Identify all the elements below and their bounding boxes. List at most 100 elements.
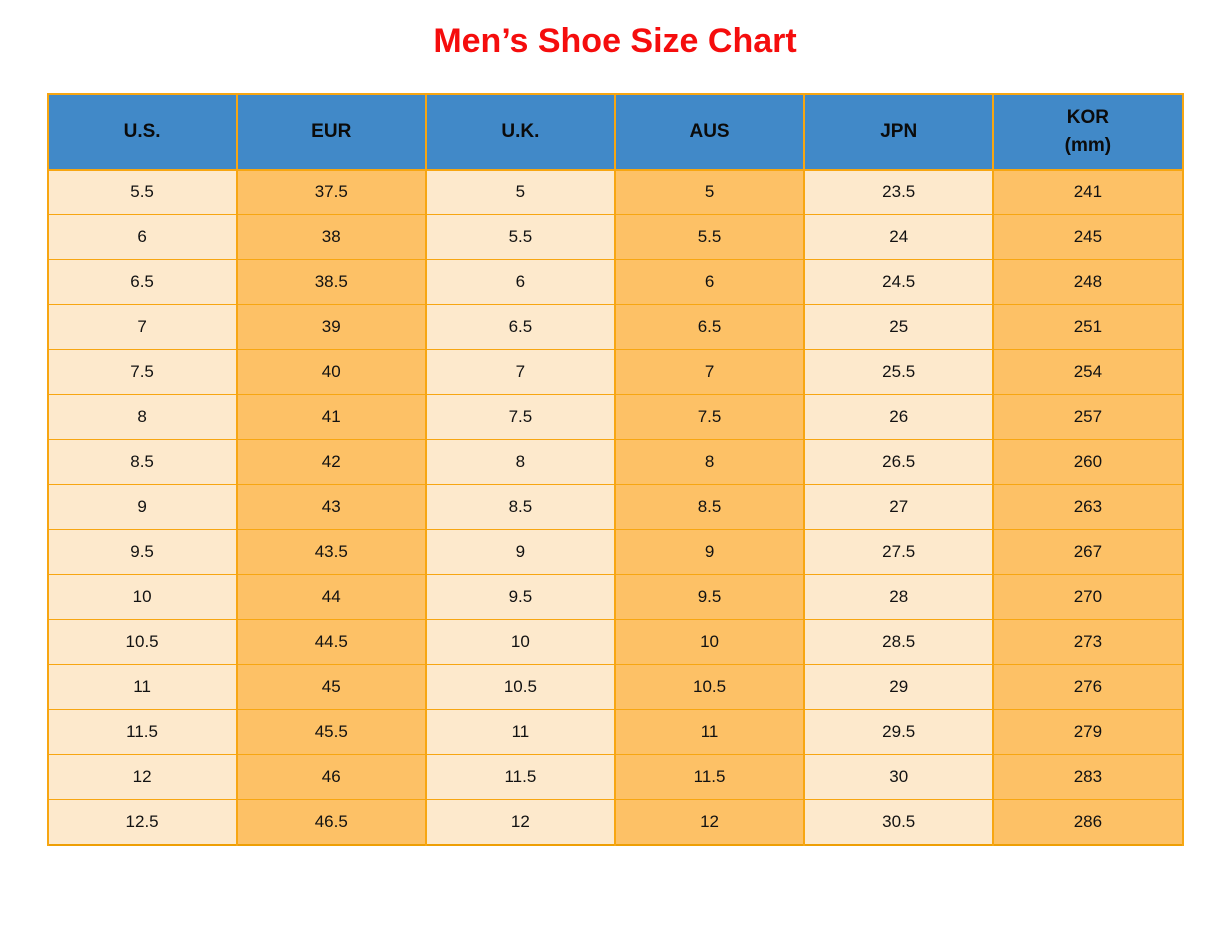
table-cell: 6.5: [46, 259, 238, 305]
table-cell: 6: [424, 259, 616, 305]
table-cell: 37.5: [235, 169, 427, 215]
table-cell: 9.5: [424, 574, 616, 620]
table-row: 12 46 11.5 11.5 30 283: [46, 754, 1184, 800]
table-cell: 11: [613, 709, 806, 755]
table-cell: 10.5: [424, 664, 616, 710]
table-cell: 25.5: [803, 349, 995, 395]
table-cell: 38.5: [235, 259, 427, 305]
table-cell: 5: [424, 169, 616, 215]
table-cell: 30.5: [803, 799, 995, 845]
table-row: 12.5 46.5 12 12 30.5 286: [46, 799, 1184, 845]
table-cell: 44: [235, 574, 427, 620]
table-cell: 38: [235, 214, 427, 260]
table-row: 6 38 5.5 5.5 24 245: [46, 214, 1184, 260]
table-row: 9 43 8.5 8.5 27 263: [46, 484, 1184, 530]
table-cell: 11: [424, 709, 616, 755]
table-cell: 11.5: [46, 709, 238, 755]
column-header: KOR (mm): [992, 92, 1184, 171]
table-cell: 6.5: [613, 304, 806, 350]
table-cell: 25: [803, 304, 995, 350]
table-cell: 245: [992, 214, 1184, 260]
table-cell: 263: [992, 484, 1184, 530]
table-cell: 11.5: [613, 754, 806, 800]
table-cell: 5: [613, 169, 806, 215]
table-cell: 42: [235, 439, 427, 485]
table-cell: 9.5: [613, 574, 806, 620]
table-cell: 260: [992, 439, 1184, 485]
table-cell: 5.5: [613, 214, 806, 260]
table-cell: 254: [992, 349, 1184, 395]
table-cell: 28: [803, 574, 995, 620]
table-cell: 27: [803, 484, 995, 530]
table-row: 8 41 7.5 7.5 26 257: [46, 394, 1184, 440]
table-cell: 267: [992, 529, 1184, 575]
table-cell: 10.5: [46, 619, 238, 665]
table-cell: 39: [235, 304, 427, 350]
table-cell: 7: [424, 349, 616, 395]
table-cell: 45.5: [235, 709, 427, 755]
table-row: 7 39 6.5 6.5 25 251: [46, 304, 1184, 350]
column-header: JPN: [803, 92, 995, 171]
table-cell: 279: [992, 709, 1184, 755]
table-cell: 12: [613, 799, 806, 845]
table-cell: 270: [992, 574, 1184, 620]
table-cell: 26.5: [803, 439, 995, 485]
table-cell: 283: [992, 754, 1184, 800]
table-cell: 45: [235, 664, 427, 710]
table-cell: 8: [613, 439, 806, 485]
table-cell: 12: [46, 754, 238, 800]
table-cell: 24.5: [803, 259, 995, 305]
table-cell: 26: [803, 394, 995, 440]
table-row: 8.5 42 8 8 26.5 260: [46, 439, 1184, 485]
table-cell: 7: [46, 304, 238, 350]
table-cell: 10: [613, 619, 806, 665]
table-row: 11 45 10.5 10.5 29 276: [46, 664, 1184, 710]
table-cell: 11.5: [424, 754, 616, 800]
table-row: 11.5 45.5 11 11 29.5 279: [46, 709, 1184, 755]
table-cell: 8.5: [46, 439, 238, 485]
table-cell: 12: [424, 799, 616, 845]
table-cell: 10: [46, 574, 238, 620]
table-cell: 23.5: [803, 169, 995, 215]
table-row: 10 44 9.5 9.5 28 270: [46, 574, 1184, 620]
table-cell: 9.5: [46, 529, 238, 575]
table-body: 5.5 37.5 5 5 23.5 241 6 38 5.5 5.5 24 245 6.5 38.5 6 6 2…: [46, 169, 1184, 845]
table-cell: 28.5: [803, 619, 995, 665]
table-cell: 276: [992, 664, 1184, 710]
table-cell: 43.5: [235, 529, 427, 575]
shoe-size-table: U.S. EUR U.K. AUS JPN KOR (mm) 5.5 37.5 5 5 23.5 2…: [46, 92, 1184, 846]
table-cell: 5.5: [46, 169, 238, 215]
table-cell: 10: [424, 619, 616, 665]
table-cell: 10.5: [613, 664, 806, 710]
table-cell: 41: [235, 394, 427, 440]
column-header: EUR: [235, 92, 427, 171]
table-cell: 29: [803, 664, 995, 710]
table-cell: 7.5: [424, 394, 616, 440]
table-cell: 5.5: [424, 214, 616, 260]
page-title: Men’s Shoe Size Chart: [433, 22, 797, 60]
column-header: AUS: [613, 92, 806, 171]
table-cell: 9: [424, 529, 616, 575]
table-cell: 8: [424, 439, 616, 485]
column-header: U.K.: [424, 92, 616, 171]
table-cell: 273: [992, 619, 1184, 665]
table-row: 7.5 40 7 7 25.5 254: [46, 349, 1184, 395]
table-cell: 8: [46, 394, 238, 440]
table-cell: 12.5: [46, 799, 238, 845]
table-cell: 8.5: [613, 484, 806, 530]
table-cell: 7: [613, 349, 806, 395]
table-cell: 257: [992, 394, 1184, 440]
table-cell: 30: [803, 754, 995, 800]
table-cell: 251: [992, 304, 1184, 350]
table-cell: 9: [46, 484, 238, 530]
table-cell: 9: [613, 529, 806, 575]
table-cell: 46: [235, 754, 427, 800]
table-cell: 6.5: [424, 304, 616, 350]
table-header-row: U.S. EUR U.K. AUS JPN KOR (mm): [46, 92, 1184, 171]
table-cell: 40: [235, 349, 427, 395]
table-row: 10.5 44.5 10 10 28.5 273: [46, 619, 1184, 665]
column-header: U.S.: [46, 92, 238, 171]
table-row: 5.5 37.5 5 5 23.5 241: [46, 169, 1184, 215]
table-cell: 6: [613, 259, 806, 305]
table-cell: 11: [46, 664, 238, 710]
